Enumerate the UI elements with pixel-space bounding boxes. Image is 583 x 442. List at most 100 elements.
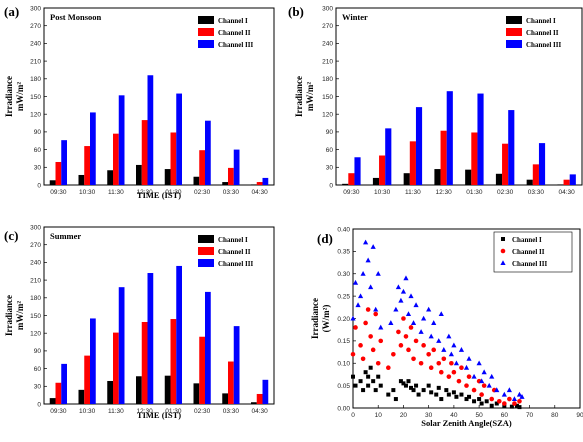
data-point xyxy=(441,347,447,352)
data-point xyxy=(471,373,477,379)
data-point xyxy=(378,383,383,388)
data-point xyxy=(406,347,411,353)
x-tick-label: 50 xyxy=(475,412,483,419)
legend-label: Channel II xyxy=(218,29,251,37)
data-point xyxy=(373,311,379,317)
chart-panel-2: 0 30 60 90 120 150 180 210 240 270 300 09:30 10:30 11… xyxy=(288,4,583,196)
x-tick-label: 04:30 xyxy=(558,189,575,196)
data-point xyxy=(410,320,417,325)
bar xyxy=(379,155,386,185)
y-tick-label: 240 xyxy=(30,41,41,48)
data-point xyxy=(426,306,432,312)
data-point xyxy=(350,352,356,357)
y-tick-label: 30 xyxy=(326,165,334,172)
legend-swatch xyxy=(506,40,522,48)
bar xyxy=(90,112,96,185)
data-point xyxy=(358,379,363,384)
data-point xyxy=(428,365,434,371)
data-point xyxy=(368,284,374,290)
bar xyxy=(193,176,200,185)
x-tick-label: 12:30 xyxy=(136,408,153,415)
data-point xyxy=(436,385,441,390)
y-tick-label: 120 xyxy=(30,112,41,119)
bar xyxy=(84,146,90,185)
data-point xyxy=(418,329,424,334)
y-tick-label: 0.40 xyxy=(337,226,350,233)
x-tick-label: 12:30 xyxy=(435,189,452,196)
y-tick-label: 0.10 xyxy=(337,361,350,368)
data-point xyxy=(403,275,409,281)
bar xyxy=(170,319,177,404)
data-point xyxy=(444,388,449,393)
data-point xyxy=(351,374,355,379)
data-point xyxy=(353,383,358,388)
data-point xyxy=(446,333,452,339)
y-axis-label-line: Irradiance xyxy=(4,295,14,336)
data-point xyxy=(466,355,472,361)
legend-swatch xyxy=(506,16,522,24)
data-point xyxy=(393,397,398,402)
data-point xyxy=(476,360,482,366)
bar xyxy=(61,140,67,185)
bar xyxy=(251,402,257,404)
data-point xyxy=(406,379,411,384)
data-point xyxy=(408,293,414,299)
x-tick-label: 70 xyxy=(526,412,534,419)
data-point xyxy=(400,288,407,294)
legend-label: Channel I xyxy=(218,236,248,244)
data-point xyxy=(426,352,431,357)
legend-label: Channel I xyxy=(526,17,556,25)
bar xyxy=(465,169,472,185)
legend-label: Channel I xyxy=(512,236,542,244)
bar xyxy=(409,141,416,185)
chart-panel-1: 0 30 60 90 120 150 180 210 240 270 300 09:30 10:30 11… xyxy=(4,4,275,200)
bar xyxy=(228,167,234,185)
data-point xyxy=(361,388,366,393)
data-point xyxy=(368,334,373,339)
data-point xyxy=(516,391,523,397)
data-point xyxy=(386,365,391,371)
y-tick-label: 60 xyxy=(34,366,42,373)
data-point xyxy=(509,404,514,409)
y-tick-label: 0.05 xyxy=(337,383,350,390)
y-tick-label: 90 xyxy=(326,129,334,136)
legend-swatch xyxy=(198,28,214,36)
y-tick-label: 60 xyxy=(326,147,334,154)
bar xyxy=(354,157,361,185)
legend-marker xyxy=(500,260,506,265)
data-point xyxy=(375,360,381,366)
data-point xyxy=(441,356,447,362)
data-point xyxy=(506,387,512,393)
data-point xyxy=(421,388,426,393)
y-tick-label: 0.25 xyxy=(337,293,350,300)
x-tick-label: 04:30 xyxy=(251,189,268,196)
bar xyxy=(348,173,355,185)
data-point xyxy=(489,403,494,408)
data-point xyxy=(459,392,464,397)
legend-swatch xyxy=(198,235,214,243)
x-tick-label: 11:30 xyxy=(405,189,421,196)
data-point xyxy=(481,369,487,375)
bar xyxy=(136,164,142,185)
legend-swatch xyxy=(198,40,214,48)
data-point xyxy=(365,257,371,263)
bar xyxy=(233,326,240,404)
legend-marker xyxy=(501,237,505,241)
y-tick-label: 0 xyxy=(329,182,333,189)
panel-title: Winter xyxy=(342,12,368,22)
data-point xyxy=(436,360,442,366)
y-axis-label-line: Irradiance xyxy=(4,76,14,117)
data-point xyxy=(456,378,462,384)
y-axis-label-line: mW/m² xyxy=(15,82,25,111)
data-point xyxy=(466,374,472,379)
bar xyxy=(557,184,564,185)
bar xyxy=(228,361,234,404)
y-tick-label: 240 xyxy=(30,260,41,267)
data-point xyxy=(426,383,431,388)
bar xyxy=(563,179,570,185)
y-tick-label: 120 xyxy=(322,112,333,119)
data-point xyxy=(366,374,371,379)
data-point xyxy=(360,356,366,362)
bar xyxy=(147,273,154,404)
